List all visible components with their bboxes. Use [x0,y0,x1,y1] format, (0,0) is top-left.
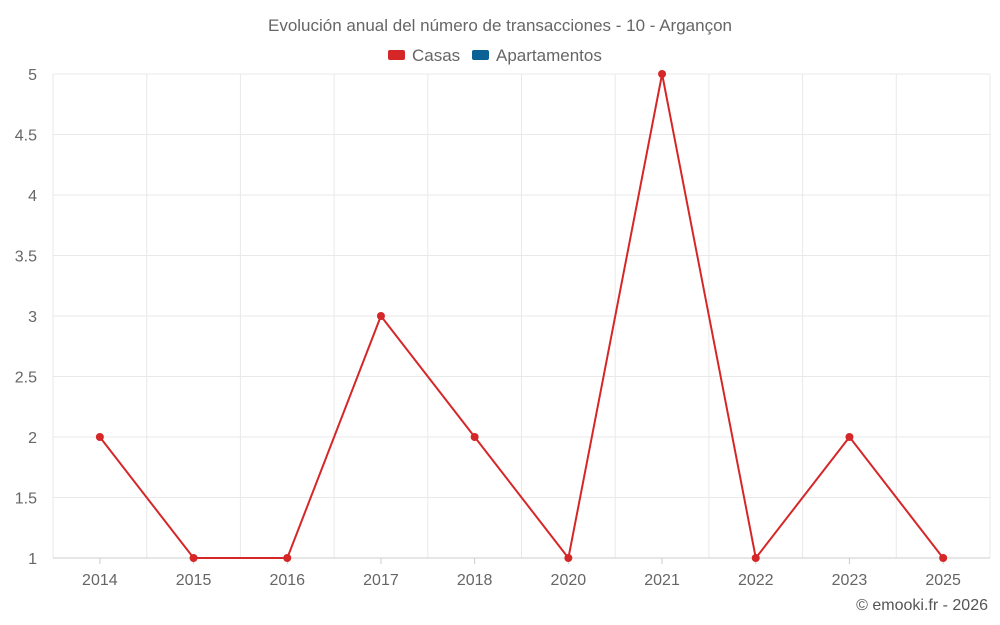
data-point[interactable] [658,70,667,78]
x-tick-label: 2017 [363,572,399,589]
credit-text: © emooki.fr - 2026 [856,597,988,614]
x-axis: 2014 2015 2016 2017 2018 2020 2021 2022 2023 2025 [53,557,990,589]
legend-label-casas: Casas [412,46,460,65]
x-tick-label: 2023 [832,572,868,589]
y-tick-label: 4.5 [15,128,37,145]
data-point[interactable] [95,433,104,441]
legend-item-apartamentos[interactable]: Apartamentos [472,46,602,65]
chart-title: Evolución anual del número de transaccio… [268,16,732,35]
legend-swatch-casas [388,50,405,60]
y-tick-label: 1 [28,551,37,568]
x-tick-label: 2025 [925,572,961,589]
x-tick-label: 2018 [457,572,493,589]
x-tick-label: 2015 [176,572,212,589]
y-tick-label: 5 [28,67,37,84]
x-tick-label: 2020 [551,572,587,589]
y-axis: 1 1.5 2 2.5 3 3.5 4 4.5 5 [15,67,37,568]
y-tick-label: 2 [28,430,37,447]
y-tick-label: 3 [28,309,37,326]
data-point[interactable] [470,433,479,441]
data-point[interactable] [845,433,854,441]
y-tick-label: 4 [28,188,37,205]
x-tick-label: 2016 [269,572,305,589]
series-casas [95,70,948,562]
data-point[interactable] [283,554,292,562]
data-point[interactable] [189,554,198,562]
data-point[interactable] [939,554,948,562]
data-point[interactable] [564,554,573,562]
y-tick-label: 1.5 [15,491,37,508]
legend-item-casas[interactable]: Casas [388,46,460,65]
series-line [99,73,944,559]
legend-swatch-apartamentos [472,50,489,60]
x-tick-label: 2022 [738,572,774,589]
y-tick-label: 2.5 [15,370,37,387]
x-tick-label: 2014 [82,572,118,589]
legend-label-apartamentos: Apartamentos [496,46,602,65]
y-tick-label: 3.5 [15,249,37,266]
data-point[interactable] [376,312,385,320]
x-tick-label: 2021 [644,572,680,589]
grid [52,73,991,559]
data-point[interactable] [751,554,760,562]
legend: Casas Apartamentos [388,46,602,65]
